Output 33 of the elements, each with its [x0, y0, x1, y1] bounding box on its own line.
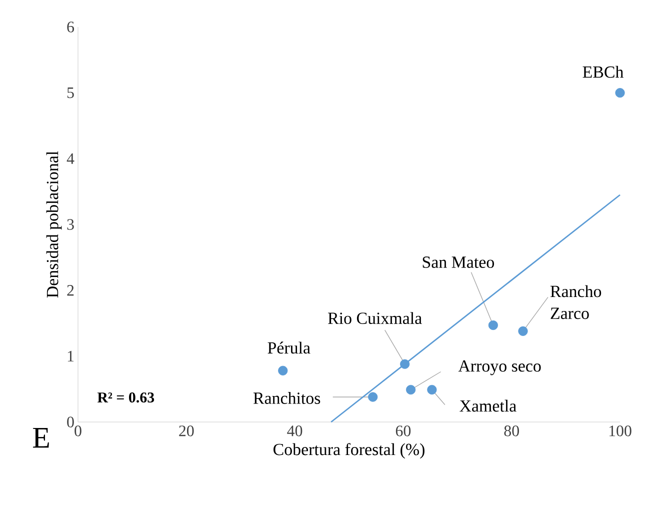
- point: [368, 392, 378, 402]
- x-axis-title: Cobertura forestal (%): [274, 443, 424, 459]
- x-tick-label: 80: [504, 426, 519, 436]
- y-axis-title: Densidad poblacional: [46, 151, 62, 298]
- annotation: Arroyo seco: [458, 360, 541, 376]
- y-tick-label: 0: [67, 416, 74, 428]
- y-tick-label: 4: [66, 153, 74, 164]
- point: [278, 366, 288, 376]
- point: [427, 384, 437, 395]
- y-tick-label: 5: [67, 88, 74, 98]
- point: [400, 359, 410, 369]
- y-tick-label: 1: [68, 350, 74, 362]
- x-tick-label: 40: [287, 426, 302, 436]
- y-tick-label: 6: [67, 22, 74, 32]
- annotation: EBCh: [582, 66, 624, 78]
- x-tick-label: 100: [609, 426, 632, 436]
- text: E: [32, 428, 49, 448]
- annotation: Pérula: [268, 342, 310, 354]
- point: [406, 384, 416, 395]
- point: [488, 320, 498, 330]
- y-tick-label: 3: [67, 219, 74, 230]
- x-tick-label: 60: [396, 426, 411, 436]
- annotation: San Mateo: [422, 256, 494, 268]
- annotation: Ranchitos: [253, 392, 320, 404]
- y-tick-label: 2: [67, 285, 74, 296]
- annotation: R² = 0.63: [97, 392, 154, 403]
- annotation: Xametla: [460, 400, 516, 412]
- annotation: Rio Cuixmala: [328, 312, 422, 324]
- x-tick-label: 0: [74, 426, 82, 436]
- annotation: Rancho Zarco: [550, 285, 602, 320]
- point: [518, 326, 528, 336]
- point: [615, 88, 625, 98]
- x-tick-label: 20: [179, 426, 194, 436]
